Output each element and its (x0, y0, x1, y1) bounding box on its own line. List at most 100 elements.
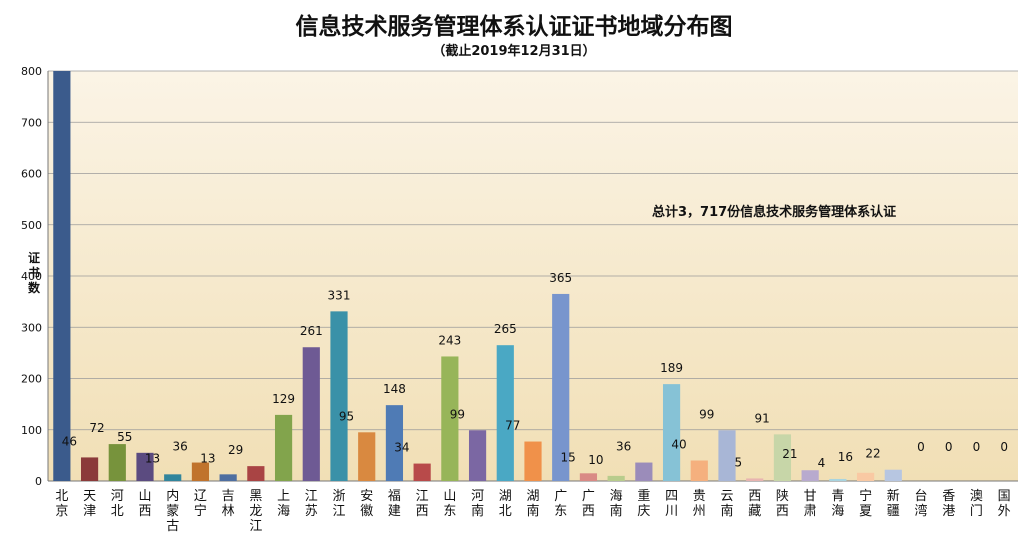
bar (136, 452, 154, 481)
bar (856, 472, 875, 481)
data-label: 331 (328, 288, 351, 302)
bar (358, 432, 376, 481)
data-label: 261 (300, 324, 323, 338)
x-tick-label: 河南 (471, 489, 484, 519)
y-tick-label: 700 (21, 116, 42, 129)
bar (164, 474, 182, 481)
bar (635, 462, 653, 481)
x-tick-label: 江苏 (305, 489, 318, 519)
data-label: 77 (505, 419, 520, 433)
chart-title: 信息技术服务管理体系认证证书地域分布图 (296, 13, 733, 40)
bar (552, 293, 570, 481)
bar (80, 457, 99, 481)
bar (718, 430, 736, 481)
data-label: 22 (865, 447, 880, 461)
data-label: 36 (173, 440, 188, 454)
x-tick-label: 辽宁 (194, 489, 207, 519)
data-label: 0 (917, 440, 925, 454)
y-tick-label: 400 (21, 270, 42, 283)
x-tick-label: 山东 (443, 489, 456, 519)
data-label: 10 (588, 453, 603, 467)
value-labels: 46 72 55 13 36 13 29 129 261 331 95 148 34 243 99 265 77… (62, 271, 1008, 470)
bars (53, 71, 902, 481)
bar (413, 463, 431, 481)
x-tick-label: 宁夏 (859, 488, 872, 519)
bar (108, 444, 126, 481)
data-label: 95 (339, 409, 354, 423)
data-label: 5 (734, 455, 742, 469)
x-tick-label: 吉林 (222, 489, 235, 519)
x-tick-label: 香港 (942, 489, 955, 519)
data-label: 4 (818, 456, 826, 470)
data-label: 13 (145, 451, 160, 465)
bar (884, 469, 902, 481)
data-label: 99 (699, 407, 714, 421)
data-label: 13 (200, 451, 215, 465)
data-label: 15 (561, 450, 576, 464)
data-label: 99 (450, 407, 465, 421)
bar (274, 414, 293, 481)
data-label: 91 (755, 411, 770, 425)
x-tick-label: 四川 (665, 489, 678, 519)
x-tick-label: 陕西 (776, 489, 789, 519)
data-label: 36 (616, 440, 631, 454)
bar (496, 345, 514, 481)
x-tick-label: 湖南 (526, 489, 539, 519)
bar (219, 474, 237, 481)
chart-subtitle: （截止2019年12月31日） (432, 43, 595, 59)
bar (746, 478, 764, 481)
bar (801, 470, 819, 481)
x-tick-label: 浙江 (332, 489, 345, 519)
x-tick-label: 天津 (83, 489, 96, 519)
x-tick-label: 湖北 (499, 489, 512, 519)
data-label: 46 (62, 434, 77, 448)
y-tick-label: 100 (21, 424, 42, 437)
bar (302, 347, 320, 481)
x-tick-label: 黑龙江 (249, 489, 262, 534)
x-tick-label: 海南 (610, 489, 623, 519)
data-label: 21 (782, 447, 797, 461)
x-tick-label: 河北 (111, 489, 124, 519)
x-tick-label: 广西 (582, 489, 595, 519)
bar (829, 478, 847, 481)
y-tick-label: 500 (21, 219, 42, 232)
data-label: 365 (549, 271, 572, 285)
bar (385, 405, 404, 481)
x-tick-label: 江西 (416, 489, 429, 519)
bar (773, 434, 792, 481)
bar (53, 71, 71, 481)
x-tick-label: 青海 (831, 489, 844, 519)
y-tick-label: 300 (21, 321, 42, 334)
bar (191, 462, 210, 481)
x-tick-label: 新疆 (887, 488, 900, 519)
data-label: 55 (117, 430, 132, 444)
x-tick-label: 广东 (554, 489, 567, 519)
bar (524, 441, 542, 481)
data-label: 0 (973, 440, 981, 454)
data-label: 129 (272, 392, 295, 406)
bar (690, 460, 708, 481)
x-tick-label: 甘肃 (804, 489, 817, 519)
x-tick-label: 山西 (138, 489, 151, 519)
bar (607, 475, 625, 481)
y-tick-label: 600 (21, 168, 42, 181)
data-label: 29 (228, 443, 243, 457)
y-tick-label: 200 (21, 373, 42, 386)
x-tick-label: 安徽 (360, 489, 373, 519)
x-tick-label: 西藏 (748, 489, 761, 519)
data-label: 265 (494, 322, 517, 336)
bar (468, 430, 487, 481)
x-tick-label: 澳门 (970, 488, 983, 519)
data-label: 16 (838, 450, 853, 464)
data-label: 0 (1000, 440, 1008, 454)
x-tick-label: 台湾 (914, 489, 927, 519)
bar (662, 384, 681, 481)
bar (579, 473, 598, 481)
data-label: 34 (394, 441, 409, 455)
bar (330, 311, 348, 481)
data-label: 148 (383, 382, 406, 396)
x-tick-label: 贵州 (693, 489, 706, 519)
chart-annotation: 总计3，717份信息技术服务管理体系认证 (652, 204, 896, 220)
